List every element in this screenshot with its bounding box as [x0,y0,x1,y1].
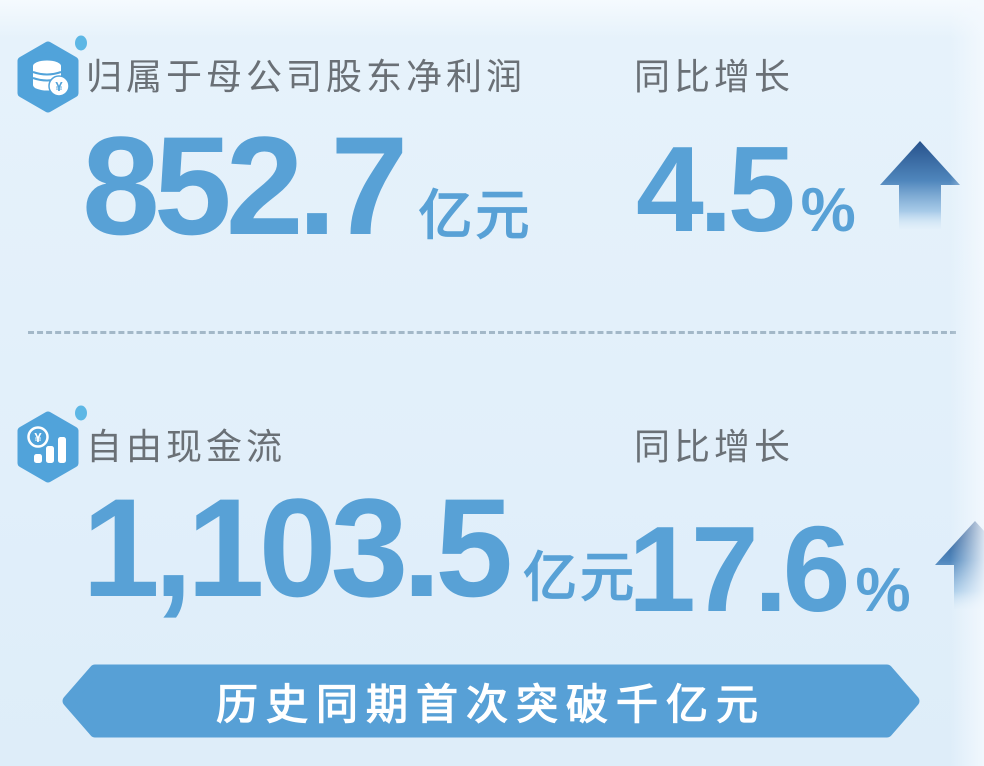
coin-stack-icon: ¥ [16,34,92,122]
metric-1-title: 归属于母公司股东净利润 [86,56,527,97]
ribbon-shape [62,664,920,738]
metric-2-title: 自由现金流 [86,426,287,467]
metric-2-value-row: 1,103.5 亿元 [82,478,637,618]
metric-2-growth-title: 同比增长 [634,426,795,467]
dashed-divider [28,331,956,334]
metric-2-growth-row: 17.6 % [628,508,984,630]
metric-1-growth-value: 4.5 [636,121,796,257]
highlight-banner: 历史同期首次突破千亿元 [62,664,920,738]
metric-1-unit: 亿元 [418,186,533,246]
metric-1-growth-unit: % [800,176,856,245]
metric-1-growth-title: 同比增长 [634,56,795,97]
metric-1-growth-row: 4.5 % [636,128,962,250]
metric-2-value: 1,103.5 [82,469,513,626]
svg-text:¥: ¥ [34,430,42,445]
bar-chart-icon: ¥ [16,404,92,492]
arrow-up-icon [934,521,984,609]
metric-2-unit: 亿元 [523,548,638,608]
svg-text:¥: ¥ [55,79,63,94]
metric-1-value-row: 852.7 亿元 [82,116,532,256]
banner-text: 历史同期首次突破千亿元 [215,680,766,728]
metric-2-growth-unit: % [855,556,911,625]
metric-2-growth-value: 17.6 [628,501,850,637]
metric-1-value: 852.7 [82,107,408,264]
arrow-up-icon [879,141,960,229]
